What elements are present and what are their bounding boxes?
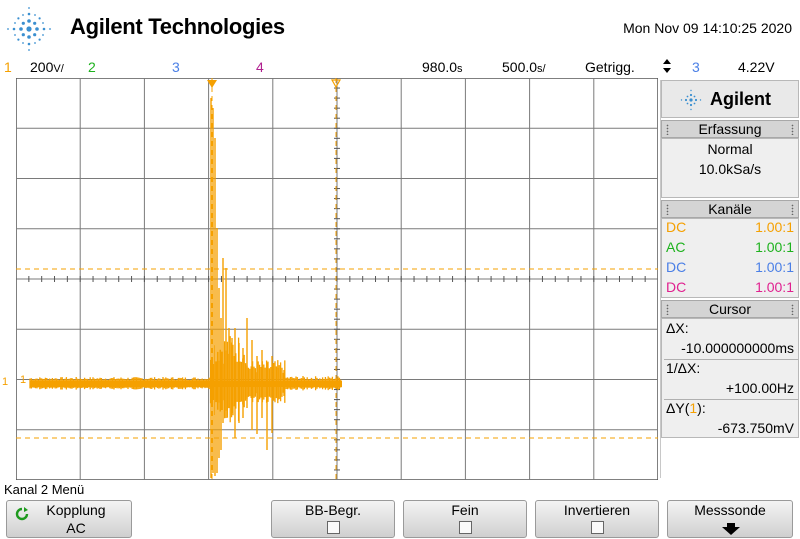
info-panel: Agilent Erfassung Normal 10.0kSa/s Kanäl… — [660, 80, 799, 478]
channels-title: Kanäle — [708, 201, 752, 217]
agilent-logo-small-icon — [680, 89, 702, 111]
channel-coupling: DC — [666, 259, 687, 275]
cursor-dx-label: ΔX: — [666, 320, 689, 336]
channel-probe: 1.00:1 — [755, 239, 794, 255]
panel-logo-text: Agilent — [710, 89, 771, 109]
trigger-edge-icon — [662, 58, 672, 77]
brand-title: Agilent Technologies — [70, 14, 285, 39]
scope-markers — [16, 78, 658, 480]
channel-probe: 1.00:1 — [755, 279, 794, 295]
bandwidth-limit-label: BB-Begr. — [304, 502, 362, 518]
channels-header: Kanäle — [661, 200, 799, 218]
cursor-dy-label-start: ΔY( — [666, 400, 690, 416]
trigger-level[interactable]: 4.22V — [738, 59, 775, 75]
ch1-ground-marker[interactable]: 1 — [2, 376, 9, 388]
ch1-baseline — [30, 381, 342, 387]
ch1-scale-value: 200 — [30, 59, 54, 75]
bandwidth-limit-checkbox[interactable] — [327, 521, 340, 534]
ch1-indicator[interactable]: 1 — [4, 59, 12, 75]
submenu-arrow-icon — [722, 523, 740, 535]
ch1-scale[interactable]: 200V/ — [30, 59, 64, 75]
invert-checkbox[interactable] — [591, 521, 604, 534]
sample-rate: 10.0kSa/s — [698, 161, 762, 177]
bandwidth-limit-softkey[interactable]: BB-Begr. — [271, 500, 395, 538]
cursor-dy-channel: 1 — [689, 400, 698, 416]
acquisition-header: Erfassung — [661, 120, 799, 138]
channel-coupling: DC — [666, 219, 687, 235]
graticule — [16, 78, 658, 480]
ch1-waveform — [29, 98, 342, 478]
ch3-indicator[interactable]: 3 — [172, 59, 180, 75]
channel-probe: 1.00:1 — [755, 259, 794, 275]
invert-label: Invertieren — [563, 502, 631, 518]
acquisition-title: Erfassung — [698, 121, 762, 137]
acquisition-mode: Normal — [707, 141, 753, 157]
cursor-dy-label-end: ): — [697, 400, 706, 416]
cursor-dx-value: -10.000000000ms — [681, 340, 794, 356]
cursor-box: ΔX: -10.000000000ms 1/ΔX: +100.00Hz ΔY(1… — [661, 318, 799, 438]
channel-coupling: DC — [666, 279, 687, 295]
fine-label: Fein — [451, 502, 479, 518]
cursor-dy-label: ΔY(1): — [666, 400, 706, 416]
agilent-spark-logo-icon — [7, 7, 51, 51]
panel-logo: Agilent — [661, 80, 799, 118]
coupling-softkey[interactable]: Kopplung AC — [6, 500, 132, 538]
channel-coupling: AC — [666, 239, 686, 255]
channel-probe: 1.00:1 — [755, 219, 794, 235]
ch2-indicator[interactable]: 2 — [88, 59, 96, 75]
ch1-scale-unit: V/ — [53, 63, 64, 75]
probe-softkey[interactable]: Messsonde — [667, 500, 793, 538]
probe-label: Messsonde — [694, 502, 766, 518]
coupling-label: Kopplung — [46, 502, 106, 518]
time-delay[interactable]: 980.0s — [422, 59, 463, 75]
trigger-mode: Getrigg. — [585, 59, 635, 75]
acquisition-box: Normal 10.0kSa/s — [661, 138, 799, 198]
trigger-position-marker — [207, 80, 217, 88]
channels-box: DC 1.00:1 AC 1.00:1 DC 1.00:1 DC 1.00:1 — [661, 218, 799, 298]
delay-marker — [330, 79, 342, 89]
fine-checkbox[interactable] — [459, 521, 472, 534]
time-delay-unit: s — [457, 63, 463, 75]
cursor-dy-value: -673.750mV — [717, 420, 794, 436]
cursor-divider — [664, 399, 798, 400]
invert-softkey[interactable]: Invertieren — [535, 500, 659, 538]
menu-title: Kanal 2 Menü — [4, 482, 85, 497]
cursor-title: Cursor — [708, 301, 751, 317]
ch4-indicator[interactable]: 4 — [256, 59, 264, 75]
time-delay-value: 980.0 — [422, 59, 458, 75]
channel-status-bar: 1 200V/ 2 3 4 980.0s 500.0s/ Getrigg. 3 … — [0, 56, 800, 78]
trigger-source[interactable]: 3 — [692, 59, 700, 75]
time-scale-value: 500.0 — [502, 59, 538, 75]
ch1-level-marker[interactable]: 1 — [20, 374, 27, 386]
time-scale-unit: s/ — [537, 63, 546, 75]
cursor-inv-value: +100.00Hz — [725, 380, 794, 396]
date-time: Mon Nov 09 14:10:25 2020 — [623, 20, 792, 36]
time-scale[interactable]: 500.0s/ — [502, 59, 546, 75]
fine-softkey[interactable]: Fein — [403, 500, 527, 538]
rotate-knob-icon — [15, 507, 29, 521]
cursor-inv-label: 1/ΔX: — [666, 360, 701, 376]
cursor-divider — [664, 359, 798, 360]
coupling-value: AC — [66, 520, 86, 536]
waveform-display[interactable] — [16, 78, 658, 480]
cursor-header: Cursor — [661, 300, 799, 318]
